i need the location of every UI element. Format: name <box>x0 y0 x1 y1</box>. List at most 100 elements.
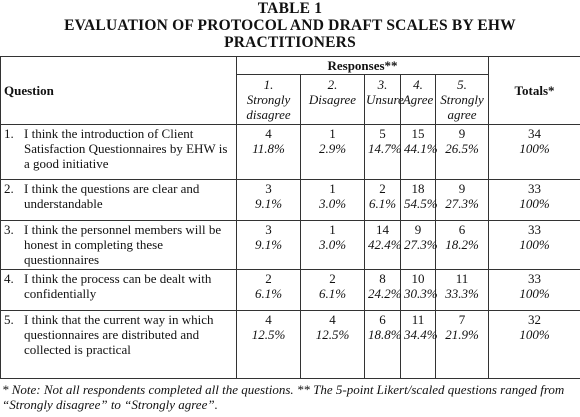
total-cell: 34 100% <box>488 124 580 180</box>
count: 6 <box>379 312 386 327</box>
response-cell: 11 33.3% <box>434 269 490 311</box>
percent: 14.7% <box>368 141 402 156</box>
response-cell: 6 18.8% <box>364 310 402 379</box>
table-row: 1. I think the introduction of Client Sat… <box>0 124 580 180</box>
question-cell: 4. I think the process can be dealt with … <box>0 269 237 311</box>
title-block: TABLE 1 EVALUATION OF PROTOCOL AND DRAFT… <box>0 0 580 56</box>
response-cell: 4 12.5% <box>300 310 365 379</box>
count: 15 <box>411 126 425 141</box>
response-label: Disagree <box>308 92 357 107</box>
response-number: 3. <box>377 77 388 92</box>
responses-header: Responses** <box>235 56 490 75</box>
table-label: TABLE 1 <box>257 0 323 17</box>
response-cell: 9 27.3% <box>434 179 490 221</box>
table-body: 1. I think the introduction of Client Sat… <box>0 124 580 379</box>
total-cell: 33 100% <box>488 179 580 221</box>
response-label: Strongly agree <box>440 92 484 122</box>
percent: 6.1% <box>254 286 283 301</box>
count: 9 <box>458 181 466 196</box>
percent: 54.5% <box>404 196 438 211</box>
percent: 6.1% <box>318 286 347 301</box>
total: 34 <box>528 126 542 141</box>
response-header: 1. Strongly disagree <box>236 74 301 125</box>
percent: 44.1% <box>404 141 438 156</box>
question-number: 2. <box>4 181 14 196</box>
percent: 26.5% <box>445 141 479 156</box>
table-title: EVALUATION OF PROTOCOL AND DRAFT SCALES … <box>64 17 516 51</box>
percent: 12.5% <box>251 327 286 342</box>
count: 1 <box>329 181 336 196</box>
response-header: 3. Unsure <box>364 74 404 125</box>
question-text: I think that the current way in which qu… <box>24 312 214 357</box>
question-header: Question <box>0 56 237 125</box>
question: 1. I think the introduction of Client Sat… <box>4 126 233 171</box>
total-percent: 100% <box>519 196 550 211</box>
response-cell: 3 9.1% <box>236 179 301 221</box>
question: 3. I think the personnel members will be … <box>4 222 233 267</box>
count: 3 <box>265 181 272 196</box>
total-cell: 33 100% <box>488 269 580 311</box>
response-number: 2. <box>327 77 338 92</box>
footnote: * Note: Not all respondents completed al… <box>2 382 565 412</box>
response-cell: 10 30.3% <box>400 269 438 311</box>
response-label: Unsure <box>366 92 404 107</box>
percent: 9.1% <box>254 196 283 211</box>
question: 4. I think the process can be dealt with … <box>4 271 233 301</box>
response-number: 4. <box>413 77 423 92</box>
total-percent: 100% <box>519 286 550 301</box>
percent: 3.0% <box>318 237 347 252</box>
response-cell: 2 6.1% <box>236 269 301 311</box>
count: 10 <box>411 271 425 286</box>
total: 33 <box>528 181 542 196</box>
percent: 18.8% <box>368 327 402 342</box>
question-number: 3. <box>4 222 14 237</box>
question: 5. I think that the current way in which … <box>4 312 233 357</box>
question: 2. I think the questions are clear and un… <box>4 181 233 211</box>
percent: 34.4% <box>404 327 438 342</box>
total-percent: 100% <box>519 141 550 156</box>
table-row: 5. I think that the current way in which … <box>0 310 580 379</box>
percent: 42.4% <box>368 237 402 252</box>
response-label: Agree <box>402 92 434 107</box>
table-row: 4. I think the process can be dealt with … <box>0 269 580 311</box>
table-row: 2. I think the questions are clear and un… <box>0 179 580 221</box>
count: 2 <box>329 271 336 286</box>
count: 1 <box>329 222 336 237</box>
table: Question Responses** Totals* 1. Strongly dis… <box>0 56 580 379</box>
count: 5 <box>379 126 386 141</box>
header-row: 1. Strongly disagree 2. Disagree 3. Unsure 4. A… <box>1 74 580 125</box>
percent: 27.3% <box>404 237 438 252</box>
question-cell: 1. I think the introduction of Client Sat… <box>0 124 237 180</box>
response-cell: 4 12.5% <box>236 310 301 379</box>
percent: 21.9% <box>445 327 479 342</box>
table-head: Question Responses** Totals* 1. Strongly dis… <box>0 56 580 125</box>
count: 7 <box>458 312 466 327</box>
question-text: I think the personnel members will be ho… <box>24 222 222 267</box>
count: 9 <box>458 126 466 141</box>
count: 4 <box>265 126 272 141</box>
response-cell: 2 6.1% <box>300 269 365 311</box>
percent: 9.1% <box>254 237 283 252</box>
count: 9 <box>414 222 422 237</box>
percent: 27.3% <box>445 196 479 211</box>
question-number: 4. <box>4 271 14 286</box>
response-header: 5. Strongly agree <box>434 74 490 125</box>
count: 18 <box>411 181 425 196</box>
percent: 3.0% <box>318 196 347 211</box>
count: 6 <box>458 222 466 237</box>
response-cell: 4 11.8% <box>236 124 301 180</box>
response-cell: 1 2.9% <box>300 124 365 180</box>
percent: 11.8% <box>252 141 285 156</box>
count: 11 <box>411 312 425 327</box>
count: 2 <box>265 271 272 286</box>
percent: 6.1% <box>368 196 397 211</box>
response-cell: 5 14.7% <box>364 124 402 180</box>
count: 4 <box>329 312 336 327</box>
count: 1 <box>329 126 336 141</box>
question-cell: 5. I think that the current way in which … <box>0 310 237 379</box>
count: 2 <box>379 181 386 196</box>
totals-header: Totals* <box>488 56 580 125</box>
question-cell: 2. I think the questions are clear and un… <box>0 179 237 221</box>
response-cell: 2 6.1% <box>364 179 401 221</box>
question-text: I think the questions are clear and unde… <box>24 181 200 211</box>
